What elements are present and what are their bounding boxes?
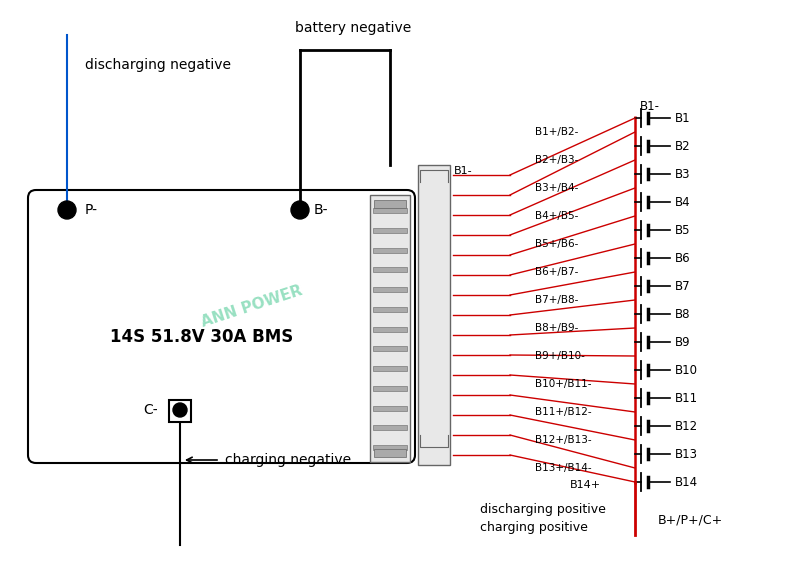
Text: B4: B4 <box>675 195 690 209</box>
Text: B9+/B10-: B9+/B10- <box>535 351 585 361</box>
FancyBboxPatch shape <box>28 190 415 463</box>
Text: B5: B5 <box>675 223 690 237</box>
Text: ANN POWER: ANN POWER <box>199 283 304 330</box>
Text: B12: B12 <box>675 420 698 433</box>
Bar <box>370 195 410 462</box>
Circle shape <box>58 201 76 219</box>
Bar <box>373 425 407 430</box>
Bar <box>373 346 407 351</box>
Circle shape <box>173 403 187 417</box>
Text: B2+/B3-: B2+/B3- <box>535 155 578 165</box>
Bar <box>373 326 407 332</box>
Text: charging negative: charging negative <box>225 453 351 467</box>
Text: B10: B10 <box>675 363 698 377</box>
Bar <box>373 386 407 391</box>
Text: charging positive: charging positive <box>480 521 588 533</box>
Text: B5+/B6-: B5+/B6- <box>535 239 578 249</box>
Bar <box>373 406 407 410</box>
Text: B10+/B11-: B10+/B11- <box>535 379 591 389</box>
Bar <box>373 267 407 272</box>
Text: B14: B14 <box>675 476 698 489</box>
Text: B+/P+/C+: B+/P+/C+ <box>658 514 723 526</box>
Bar <box>373 307 407 312</box>
Bar <box>373 366 407 371</box>
Text: B1-: B1- <box>454 166 473 176</box>
Text: discharging negative: discharging negative <box>85 58 231 72</box>
Text: B3+/B4-: B3+/B4- <box>535 183 578 193</box>
Bar <box>373 248 407 252</box>
Text: B14+: B14+ <box>570 480 601 490</box>
Text: B8+/B9-: B8+/B9- <box>535 323 578 333</box>
Text: B3: B3 <box>675 167 690 181</box>
Bar <box>373 287 407 292</box>
Text: B2: B2 <box>675 139 690 153</box>
Bar <box>373 228 407 233</box>
Text: B6: B6 <box>675 251 690 265</box>
Text: B8: B8 <box>675 307 690 321</box>
Text: B4+/B5-: B4+/B5- <box>535 211 578 221</box>
Text: B9: B9 <box>675 335 690 349</box>
Text: B6+/B7-: B6+/B7- <box>535 267 578 277</box>
Text: B11: B11 <box>675 392 698 405</box>
Text: B-: B- <box>314 203 329 217</box>
Text: B12+/B13-: B12+/B13- <box>535 435 592 445</box>
Bar <box>374 449 406 457</box>
Bar <box>373 208 407 213</box>
Text: B7: B7 <box>675 279 690 293</box>
Text: 14S 51.8V 30A BMS: 14S 51.8V 30A BMS <box>110 328 293 346</box>
Text: B1+/B2-: B1+/B2- <box>535 127 578 137</box>
Bar <box>169 400 191 422</box>
Text: B7+/B8-: B7+/B8- <box>535 295 578 305</box>
Text: discharging positive: discharging positive <box>480 504 606 517</box>
Text: C-: C- <box>143 403 158 417</box>
Text: B13+/B14-: B13+/B14- <box>535 463 592 473</box>
Text: B11+/B12-: B11+/B12- <box>535 407 592 417</box>
Text: battery negative: battery negative <box>295 21 411 35</box>
Text: B13: B13 <box>675 448 698 461</box>
Text: B1-: B1- <box>640 100 660 113</box>
Bar <box>373 445 407 450</box>
Bar <box>374 200 406 208</box>
Circle shape <box>291 201 309 219</box>
Bar <box>418 165 450 465</box>
Text: B1: B1 <box>675 111 690 125</box>
Text: P-: P- <box>85 203 98 217</box>
